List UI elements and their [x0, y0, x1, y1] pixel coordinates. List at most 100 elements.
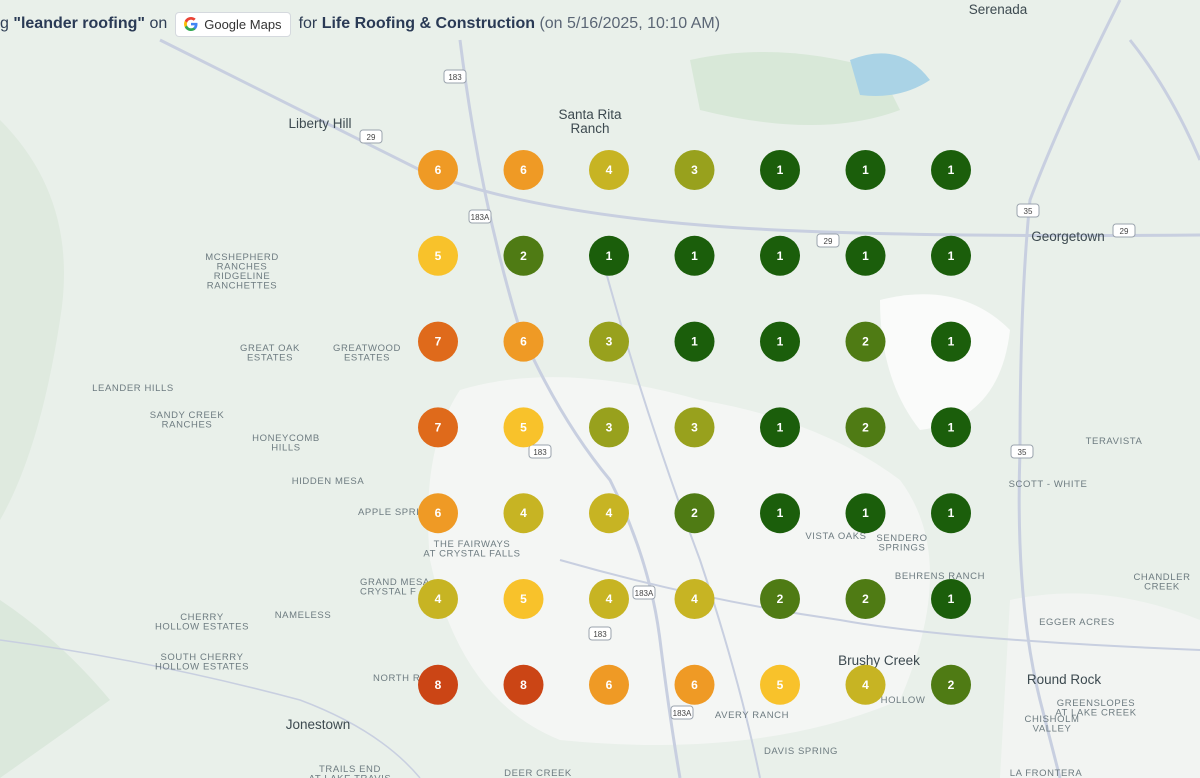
place-label: GREATWOOD [333, 343, 401, 354]
shield [588, 626, 612, 641]
place-label: APPLE SPRI [358, 507, 419, 518]
place-label: CHANDLER [1133, 572, 1190, 583]
rank-marker [760, 407, 800, 448]
keyword: "leander roofing" [13, 15, 145, 32]
rank-label: 6 [435, 506, 442, 520]
shield-number: 183 [533, 448, 547, 457]
shield [359, 129, 383, 144]
rank-label: 4 [862, 678, 869, 692]
shield [528, 444, 552, 459]
place-label: RANCHES [162, 420, 213, 431]
shield-number: 183A [471, 213, 490, 222]
rank-marker [674, 321, 715, 362]
rank-marker [674, 407, 715, 448]
shield-number: 183 [448, 73, 462, 82]
rank-label: 1 [862, 163, 869, 177]
rank-label: 3 [606, 420, 613, 434]
rank-marker [931, 493, 971, 534]
rank-marker [674, 235, 715, 276]
place-label: HOLLOW [881, 695, 926, 706]
rank-marker [760, 493, 800, 534]
rank-marker [674, 150, 715, 190]
header-for: for [298, 15, 318, 32]
rank-label: 4 [606, 506, 613, 520]
place-label: RANCHETTES [207, 281, 277, 292]
header-lead: g [0, 15, 9, 32]
place-label: EGGER ACRES [1039, 617, 1115, 628]
place-label: HILLS [271, 443, 300, 454]
place-label: Liberty Hill [288, 116, 351, 131]
place-label: Georgetown [1031, 229, 1105, 244]
place-label: VALLEY [1033, 724, 1072, 735]
place-label: AT LAKE TRAVIS [309, 774, 392, 778]
place-label: Jonestown [286, 717, 351, 732]
shield-number: 183A [673, 709, 692, 718]
rank-label: 3 [606, 335, 613, 349]
rank-marker [674, 579, 715, 619]
shield [816, 233, 840, 248]
rank-marker [674, 664, 715, 705]
place-label: SPRINGS [879, 543, 926, 554]
shield-number: 29 [367, 133, 376, 142]
rank-label: 8 [520, 678, 527, 692]
rank-marker [418, 664, 458, 705]
place-label: ESTATES [247, 353, 293, 364]
place-label: TRAILS END [319, 764, 381, 775]
rank-marker [503, 493, 544, 534]
place-label: GRAND MESA [360, 577, 430, 588]
rank-label: 5 [777, 678, 784, 692]
place-label: NORTH R [373, 673, 420, 684]
rank-label: 4 [520, 506, 527, 520]
rank-marker [503, 321, 544, 362]
shield-number: 183 [593, 630, 607, 639]
rank-label: 1 [862, 249, 869, 263]
rank-label: 1 [862, 506, 869, 520]
place-label: Serenada [969, 2, 1028, 17]
shield [670, 705, 694, 720]
rank-marker [845, 493, 886, 534]
rank-marker [674, 493, 715, 534]
place-label: Round Rock [1027, 672, 1102, 687]
rank-marker [931, 235, 971, 276]
place-label: RIDGELINE [214, 271, 271, 282]
rank-label: 1 [948, 335, 955, 349]
place-label: AT CRYSTAL FALLS [423, 549, 520, 560]
rank-label: 6 [606, 678, 613, 692]
shield-number: 35 [1024, 207, 1033, 216]
rank-marker [418, 493, 458, 534]
rank-marker [931, 407, 971, 448]
source-badge[interactable]: Google Maps [175, 11, 291, 37]
rank-grid: 6 6 4 3 1 1 1 5 2 1 1 1 1 1 7 6 3 1 1 2 1 7 5 3 3 1 2 1 6 4 4 2 1 1 1 4 5 4 4 2… [418, 150, 971, 705]
rank-label: 6 [520, 335, 527, 349]
rank-marker [845, 150, 886, 190]
place-label: CHERRY [180, 612, 224, 623]
rank-label: 4 [435, 592, 442, 606]
rank-label: 3 [691, 163, 698, 177]
place-label: RANCHES [217, 262, 268, 273]
rank-marker [589, 150, 629, 190]
rank-label: 1 [606, 249, 613, 263]
source-name: Google Maps [204, 16, 282, 32]
rank-label: 1 [691, 249, 698, 263]
rank-label: 1 [777, 506, 784, 520]
rank-marker [418, 150, 458, 190]
rank-label: 1 [948, 249, 955, 263]
header: g "leander roofing" on Google Maps for L… [0, 10, 720, 38]
rank-label: 4 [606, 592, 613, 606]
rank-marker [931, 321, 971, 362]
rank-marker [589, 493, 629, 534]
place-label: VISTA OAKS [805, 531, 866, 542]
shield-number: 29 [824, 237, 833, 246]
rank-label: 1 [691, 335, 698, 349]
rank-marker [845, 579, 886, 619]
rank-label: 2 [862, 335, 869, 349]
place-label: THE FAIRWAYS [434, 539, 511, 550]
rank-marker [760, 664, 800, 705]
header-on: on [149, 15, 168, 32]
rank-label: 5 [435, 249, 442, 263]
place-label: TERAVISTA [1086, 436, 1143, 447]
rank-marker [760, 150, 800, 190]
